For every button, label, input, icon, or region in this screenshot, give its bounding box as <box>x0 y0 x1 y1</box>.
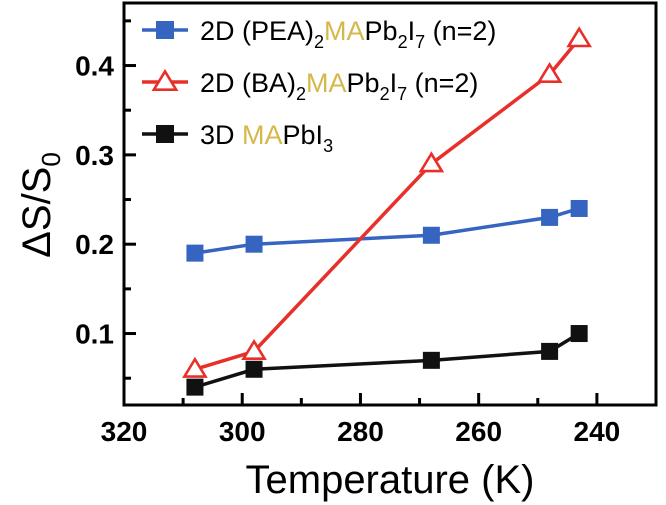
legend-label-part: 2D (PEA) <box>200 16 314 46</box>
x-tick-label: 240 <box>574 416 621 447</box>
legend-label-part: MA <box>306 68 347 98</box>
legend-label-part: PbI <box>283 120 324 150</box>
legend-label: 2D (PEA)2MAPb2I7 (n=2) <box>200 16 496 52</box>
legend-label-part: 3D <box>200 120 242 150</box>
legend-marker <box>156 125 174 143</box>
axes-layer <box>122 1 658 407</box>
legend: 2D (PEA)2MAPb2I7 (n=2)2D (BA)2MAPb2I7 (n… <box>142 16 496 156</box>
data-point <box>245 235 263 253</box>
legend-label-part: 2 <box>296 84 306 104</box>
data-point <box>186 244 204 262</box>
data-point <box>245 360 263 378</box>
data-point <box>536 61 563 84</box>
svg-text:ΔS/S0: ΔS/S0 <box>15 152 66 258</box>
legend-label-part: 7 <box>415 32 425 52</box>
data-point <box>418 151 445 173</box>
legend-label: 3D MAPbI3 <box>200 120 333 156</box>
legend-label-part: Pb <box>347 68 380 98</box>
data-point <box>422 351 440 369</box>
data-point <box>541 342 559 360</box>
y-tick-label: 0.1 <box>75 319 114 350</box>
y-axis-label: ΔS/S <box>15 167 59 258</box>
y-tick-label: 0.3 <box>75 140 114 171</box>
data-point <box>186 378 204 396</box>
data-point <box>541 208 559 226</box>
legend-label-part: MA <box>324 16 365 46</box>
x-tick-label: 300 <box>219 416 266 447</box>
series-2 <box>186 325 588 396</box>
legend-label-part: 7 <box>397 84 407 104</box>
legend-label-part: 3 <box>323 136 333 156</box>
legend-label-part: (n=2) <box>407 68 478 98</box>
series-1 <box>182 26 593 378</box>
y-tick-label: 0.2 <box>75 229 114 260</box>
y-tick-label: 0.4 <box>75 51 114 82</box>
legend-marker <box>151 68 179 91</box>
plot-frame <box>122 1 658 407</box>
series-0 <box>186 199 588 262</box>
data-point <box>241 338 267 360</box>
legend-label-part: (n=2) <box>425 16 496 46</box>
ticks-layer: 320 300 280 260 240 0.1 0.2 0.3 0.4 <box>75 19 621 447</box>
legend-label-part: 2D (BA) <box>200 68 296 98</box>
legend-label-part: 2 <box>314 32 324 52</box>
y-axis-label-subscript: 0 <box>36 152 66 166</box>
legend-marker <box>156 21 174 39</box>
data-point <box>570 199 588 217</box>
x-axis-label: Temperature (K) <box>246 458 535 502</box>
legend-label-part: Pb <box>365 16 398 46</box>
y-axis-label-group: ΔS/S0 <box>15 152 66 258</box>
x-tick-label: 260 <box>455 416 502 447</box>
legend-label-part: 2 <box>380 84 390 104</box>
series-layer <box>182 26 593 396</box>
data-point <box>182 356 208 378</box>
legend-label-part: MA <box>242 120 283 150</box>
x-tick-label: 280 <box>337 416 384 447</box>
data-point <box>422 226 440 244</box>
data-point <box>566 26 593 48</box>
legend-entry-2: 3D MAPbI3 <box>142 120 333 156</box>
legend-entry-1: 2D (BA)2MAPb2I7 (n=2) <box>142 68 478 104</box>
legend-label: 2D (BA)2MAPb2I7 (n=2) <box>200 68 478 104</box>
x-tick-label: 320 <box>101 416 148 447</box>
legend-label-part: I <box>408 16 416 46</box>
legend-label-part: I <box>390 68 398 98</box>
data-point <box>570 325 588 343</box>
legend-label-part: 2 <box>398 32 408 52</box>
legend-entry-0: 2D (PEA)2MAPb2I7 (n=2) <box>142 16 496 52</box>
